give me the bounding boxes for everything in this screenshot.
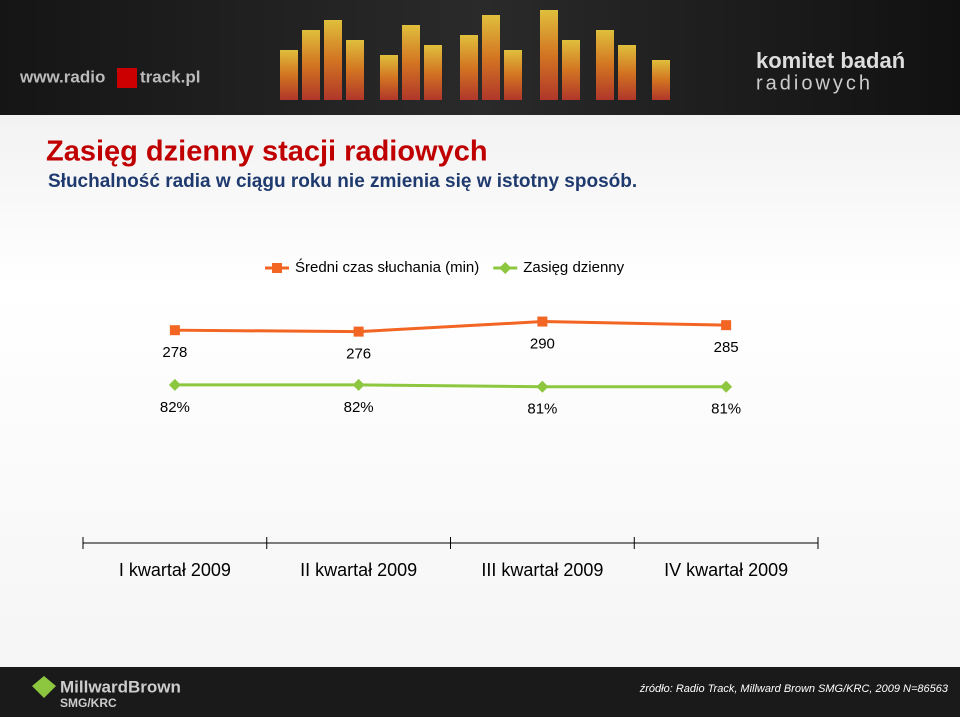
x-tick-label: IV kwartał 2009 xyxy=(664,560,788,580)
data-label: 81% xyxy=(527,401,557,418)
point xyxy=(537,316,548,327)
header xyxy=(0,0,960,115)
logo-text: www.radio xyxy=(19,67,105,86)
point xyxy=(272,263,282,273)
data-label: 82% xyxy=(344,399,374,416)
data-label: 82% xyxy=(160,399,190,416)
point xyxy=(169,325,180,336)
title: Zasięg dzienny stacji radiowych xyxy=(46,136,488,168)
point xyxy=(721,320,732,331)
subtitle: Słuchalność radia w ciągu roku nie zmien… xyxy=(48,171,637,192)
logo-text: track.pl xyxy=(140,67,200,86)
data-label: 285 xyxy=(714,339,739,356)
footer-brand: MillwardBrown xyxy=(60,677,181,696)
data-label: 290 xyxy=(530,336,555,353)
point xyxy=(353,326,364,337)
point xyxy=(720,380,733,393)
data-label: 81% xyxy=(711,401,741,418)
data-label: 278 xyxy=(162,344,187,361)
line xyxy=(174,320,727,334)
point xyxy=(352,378,365,391)
logo-square xyxy=(117,68,137,88)
data-label: 276 xyxy=(346,346,371,363)
logo-text: komitet badań xyxy=(756,48,905,73)
source: źródło: Radio Track, Millward Brown SMG/… xyxy=(639,683,949,695)
footer-logo xyxy=(32,676,56,698)
x-tick-label: I kwartał 2009 xyxy=(119,560,231,580)
legend-label: Średni czas słuchania (min) xyxy=(295,258,479,276)
footer-brand: SMG/KRC xyxy=(60,696,117,710)
x-tick-label: III kwartał 2009 xyxy=(481,560,603,580)
line xyxy=(174,383,727,389)
logo-text: radiowych xyxy=(756,72,873,94)
footer xyxy=(0,667,960,717)
point xyxy=(499,262,512,274)
legend-label: Zasięg dzienny xyxy=(523,259,624,276)
x-tick-label: II kwartał 2009 xyxy=(300,560,417,580)
point xyxy=(536,380,549,393)
equalizer xyxy=(280,10,670,100)
plot: I kwartał 2009 II kwartał 2009 III kwartał… xyxy=(82,258,819,580)
point xyxy=(168,378,181,391)
